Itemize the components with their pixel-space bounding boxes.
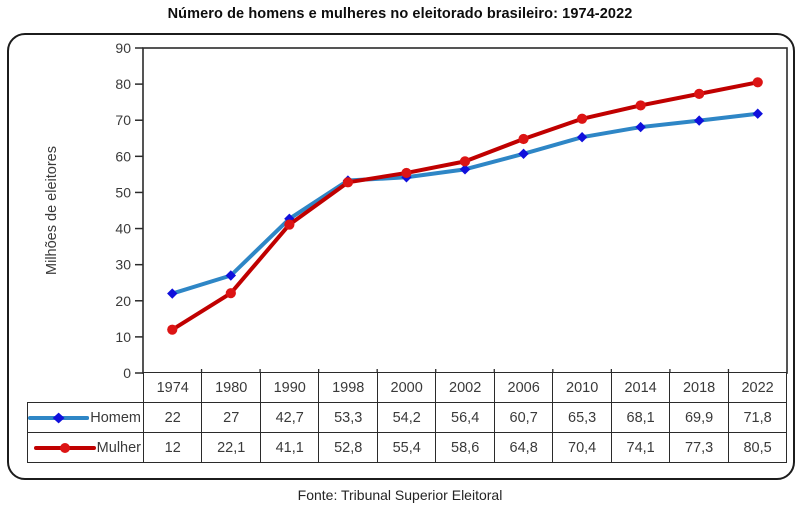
y-tick-label: 60 [115,148,131,164]
value-cell-mulher: 41,1 [259,432,320,463]
year-header-cell: 2018 [669,372,729,403]
y-axis-title: Milhões de eleitores [44,146,60,275]
value-cell-homem: 68,1 [610,402,671,433]
y-tick-label: 20 [115,293,131,309]
mulher-legend-key-icon [33,442,96,453]
year-header-cell: 1990 [259,372,320,403]
homem-marker [635,121,646,133]
mulher-line [170,80,760,332]
series-row-homem: Homem 22 27 42,7 53,3 54,2 56,4 60,7 65,3 68,1 69,… [27,402,788,433]
value-cell-mulher: 22,1 [201,432,261,463]
series-row-mulher: Mulher 12 22,1 41,1 52,8 55,4 58,6 64,8 70,4 74,1… [27,432,788,463]
series-name-label: Mulher [96,439,141,456]
year-header-cell: 1980 [201,372,261,403]
mulher-marker [635,100,646,111]
value-cell-homem: 22 [142,402,203,433]
value-cell-mulher: 64,8 [493,432,554,463]
y-tick-label: 10 [115,329,131,345]
value-cell-homem: 56,4 [435,402,495,433]
mulher-legend-key: Mulher [29,434,143,462]
mulher-marker [225,288,236,299]
mulher-marker [752,77,763,88]
mulher-marker [459,156,471,167]
mulher-marker [284,219,295,230]
mulher-marker [167,324,178,335]
year-header-cell: 2022 [727,372,788,403]
year-header-cell: 1998 [318,372,378,403]
series-name-label: Homem [90,409,141,426]
year-header-cell: 2006 [493,372,554,403]
y-tick-label: 40 [115,221,131,237]
value-cell-mulher: 80,5 [727,432,788,463]
value-cell-mulher: 77,3 [669,432,729,463]
mulher-marker [401,167,412,179]
years-row: 1974 1980 1990 1998 2000 2002 2006 2010 2014 2018… [28,372,788,403]
value-cell-homem: 60,7 [493,402,554,433]
value-cell-homem: 69,9 [669,402,729,433]
y-tick-label: 90 [115,40,131,56]
year-header-cell: 2014 [610,372,671,403]
value-cell-homem: 42,7 [259,402,320,433]
homem-marker [225,270,237,281]
value-cell-mulher: 12 [142,432,203,463]
y-tick-label: 50 [115,184,131,200]
value-cell-homem: 53,3 [318,402,378,433]
value-cell-homem: 27 [201,402,261,433]
homem-line [170,111,760,296]
legend-cell-mulher: Mulher [27,432,144,463]
chart-data-table: 1974 1980 1990 1998 2000 2002 2006 2010 2014 2018… [27,372,788,463]
year-header-cell: 1974 [142,372,203,403]
mulher-marker [518,133,529,145]
mulher-marker [694,88,705,99]
mulher-marker [576,113,588,124]
value-cell-mulher: 58,6 [435,432,495,463]
homem-legend-key-icon [28,412,90,423]
chart-title: Número de homens e mulheres no eleitorad… [167,6,633,22]
value-cell-mulher: 55,4 [376,432,437,463]
source-note: Fonte: Tribunal Superior Eleitoral [297,487,503,503]
y-tick-label: 30 [115,257,131,273]
y-tick-label: 80 [115,76,131,92]
y-tick-label: 70 [115,112,131,128]
homem-legend-key: Homem [28,404,143,432]
value-cell-mulher: 70,4 [552,432,612,463]
homem-marker [167,288,178,299]
y-tick-label: 0 [123,365,131,381]
homem-marker [693,115,705,126]
mulher-marker [342,177,354,188]
value-cell-mulher: 52,8 [318,432,378,463]
chart-frame-border [7,33,795,480]
value-cell-homem: 65,3 [552,402,612,433]
homem-marker [576,131,588,143]
year-header-cell: 2002 [435,372,495,403]
homem-marker [518,148,529,160]
value-cell-homem: 54,2 [376,402,437,433]
year-header-cell: 2000 [376,372,437,403]
homem-marker [752,108,763,119]
value-cell-mulher: 74,1 [610,432,671,463]
value-cell-homem: 71,8 [727,402,788,433]
year-header-cell: 2010 [552,372,612,403]
table-corner-blank [28,373,144,403]
homem-marker [459,164,471,175]
legend-cell-homem: Homem [27,402,144,433]
